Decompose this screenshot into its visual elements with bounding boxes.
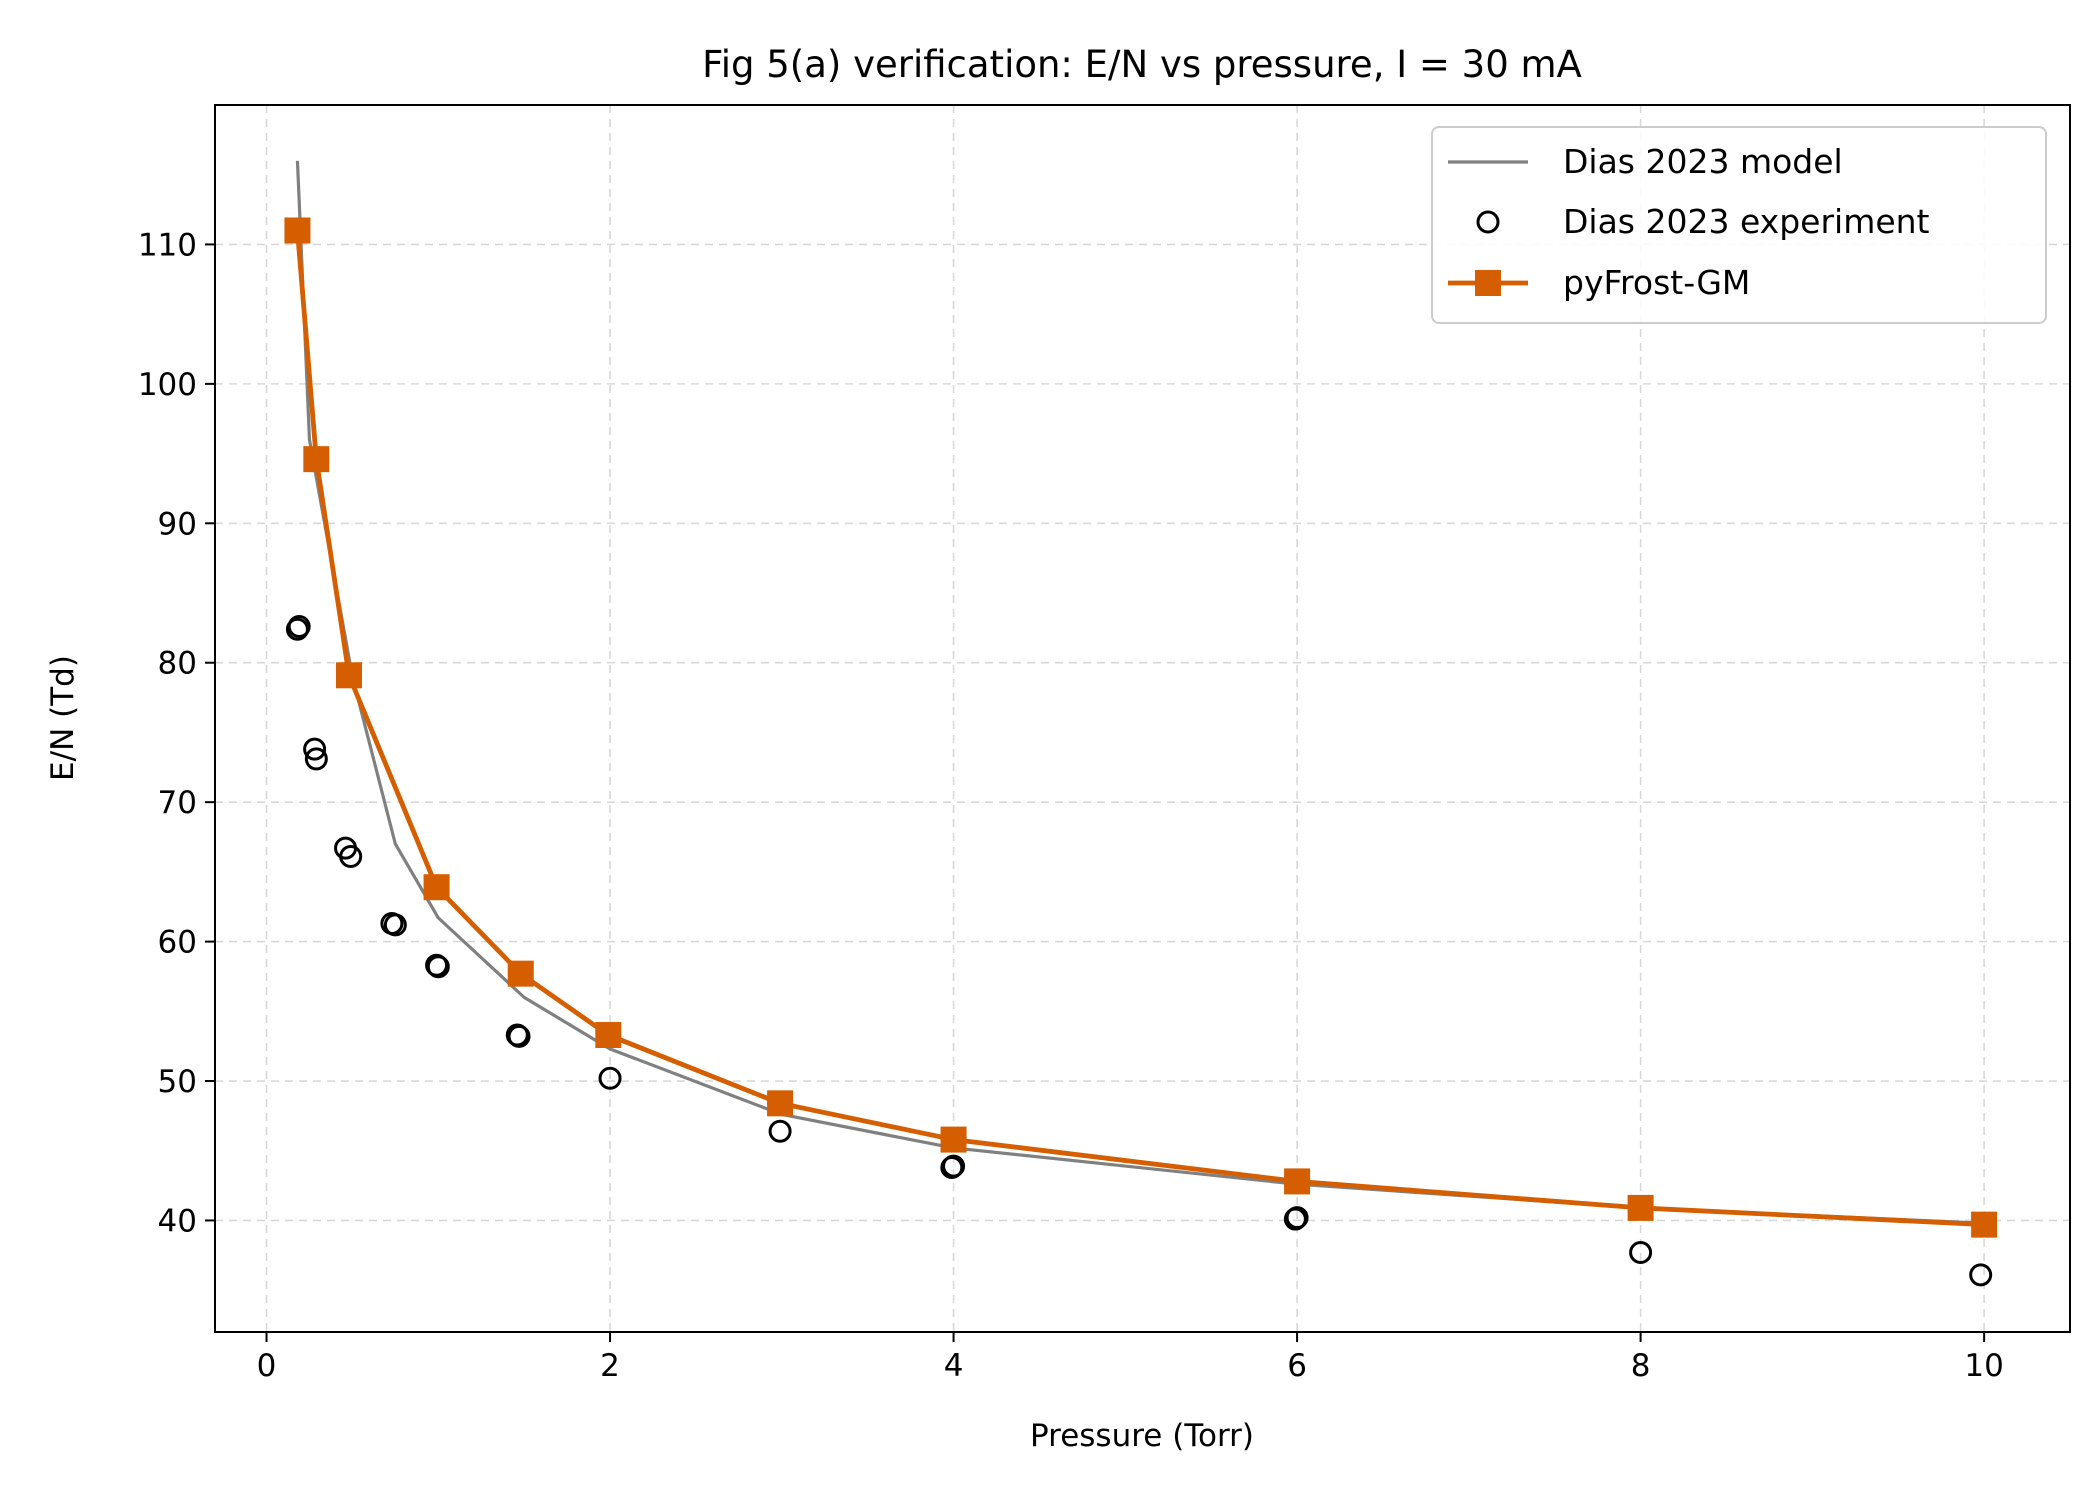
data-point-square — [507, 960, 534, 987]
legend-item-pyfrost-gm: pyFrost-GM — [1448, 263, 1750, 302]
axis-ticks: 0 2 4 6 8 10 40 50 60 70 80 90 100 110 — [138, 227, 2004, 1384]
legend: Dias 2023 model Dias 2023 experiment pyFro… — [1431, 126, 2047, 324]
data-point-circle — [1629, 1241, 1653, 1265]
y-tick-label: 80 — [158, 646, 197, 682]
data-point-square — [284, 217, 311, 244]
legend-label: Dias 2023 experiment — [1563, 202, 1930, 241]
y-tick-label: 50 — [158, 1064, 197, 1100]
data-point-circle — [339, 845, 363, 869]
y-tick-label: 40 — [158, 1203, 197, 1239]
data-point-circle — [1285, 1206, 1309, 1230]
data-point-square — [1627, 1194, 1654, 1221]
data-point-square — [1971, 1211, 1998, 1238]
series-pyfrost-gm — [284, 217, 1998, 1238]
x-tick-label: 0 — [257, 1348, 277, 1384]
series-dias-2023-experiment — [285, 614, 1993, 1287]
data-point-square — [303, 446, 330, 473]
data-point-circle — [598, 1066, 622, 1090]
y-axis-label: E/N (Td) — [45, 655, 81, 781]
data-point-circle — [942, 1154, 966, 1178]
data-point-square — [335, 662, 362, 689]
series-layer — [284, 160, 1998, 1287]
data-point-square — [940, 1126, 967, 1153]
y-tick-label: 90 — [158, 506, 197, 542]
y-tick-label: 100 — [138, 367, 197, 403]
data-point-square — [767, 1090, 794, 1117]
chart-title: Fig 5(a) verification: E/N vs pressure, … — [702, 43, 1582, 86]
x-tick-label: 4 — [944, 1348, 964, 1384]
data-point-circle — [383, 913, 407, 937]
plot-frame — [214, 104, 2071, 1333]
data-point-circle — [303, 737, 327, 761]
data-point-circle — [287, 614, 311, 638]
legend-label: Dias 2023 model — [1563, 142, 1843, 181]
data-point-square — [595, 1022, 622, 1049]
data-point-square — [423, 874, 450, 901]
y-tick-label: 60 — [158, 925, 197, 961]
data-point-square — [1284, 1168, 1311, 1195]
legend-label: pyFrost-GM — [1563, 263, 1750, 302]
legend-swatch-circle — [1476, 210, 1500, 234]
data-point-circle — [507, 1024, 531, 1048]
y-tick-label: 110 — [138, 227, 197, 263]
x-axis-label: Pressure (Torr) — [1030, 1418, 1254, 1454]
y-tick-label: 70 — [158, 785, 197, 821]
data-point-circle — [426, 955, 450, 979]
legend-item-dias-2023-model: Dias 2023 model — [1448, 142, 1843, 181]
legend-item-dias-2023-experiment: Dias 2023 experiment — [1476, 202, 1930, 241]
data-point-circle — [1969, 1263, 1993, 1287]
x-tick-label: 8 — [1631, 1348, 1651, 1384]
legend-box — [1431, 126, 2047, 324]
x-tick-label: 6 — [1287, 1348, 1307, 1384]
data-point-circle — [304, 747, 328, 771]
x-tick-label: 10 — [1964, 1348, 2003, 1384]
legend-swatch-square — [1475, 270, 1501, 296]
data-point-circle — [768, 1119, 792, 1143]
x-tick-label: 2 — [600, 1348, 620, 1384]
